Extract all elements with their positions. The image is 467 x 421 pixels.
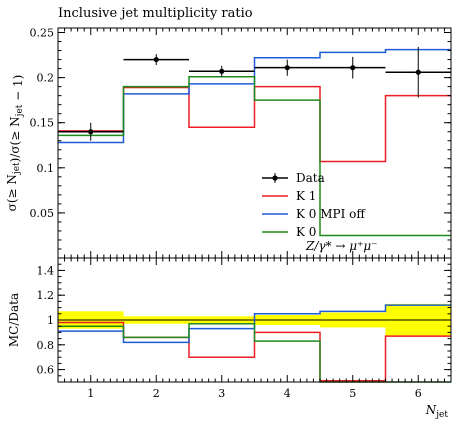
y-tick-label-4: 0.2 <box>37 72 55 85</box>
main-panel: 0.05 0.1 0.15 0.2 0.25 <box>30 27 452 259</box>
x-tick-label-1: 2 <box>153 387 160 400</box>
ratio-y-tick-label-1: 0.8 <box>37 339 55 352</box>
x-tick-label-3: 4 <box>284 387 291 400</box>
ratio-series-1 <box>58 304 451 344</box>
process-annotation: Z/γ* → μ⁺μ⁻ <box>305 239 378 253</box>
x-tick-label-2: 3 <box>218 387 225 400</box>
y-tick-label-3: 0.15 <box>30 117 55 130</box>
legend-label-0: Data <box>296 171 325 185</box>
y-tick-label-2: 0.1 <box>37 162 55 175</box>
x-tick-label-4: 5 <box>349 387 356 400</box>
chart-title: Inclusive jet multiplicity ratio <box>58 6 253 21</box>
data-point-1 <box>153 56 159 63</box>
legend-label-2: K 0 MPI off <box>296 207 366 221</box>
y-axis-label-text: σ(≥ Njet)/σ(≥ Njet − 1) <box>5 75 25 212</box>
x-axis-label: Njet <box>425 403 449 420</box>
data-point-2 <box>219 68 225 74</box>
legend: Data K 1 K 0 MPI off K 0 <box>262 171 366 239</box>
x-tick-label-5: 6 <box>415 387 422 400</box>
data-point-0 <box>88 129 94 135</box>
main-series-2 <box>58 75 451 237</box>
x-tick-label-0: 1 <box>87 387 94 400</box>
data-point-4 <box>350 65 356 71</box>
ratio-panel: 0.6 0.8 1 1.2 1.4 1 2 3 4 5 6 <box>37 28 452 400</box>
data-point-3 <box>284 65 290 71</box>
data-point-5 <box>415 69 421 75</box>
ratio-y-tick-label-0: 0.6 <box>37 364 55 377</box>
ratio-y-tick-label-2: 1 <box>47 314 54 327</box>
legend-label-1: K 1 <box>296 189 316 203</box>
y-tick-label-1: 0.05 <box>30 207 55 220</box>
x-axis-label-text: Njet <box>425 403 449 420</box>
ratio-y-tick-label-4: 1.4 <box>37 264 55 277</box>
ratio-y-tick-label-3: 1.2 <box>37 289 55 302</box>
y-tick-label-5: 0.25 <box>30 27 55 40</box>
legend-label-3: K 0 <box>296 225 316 239</box>
ratio-y-axis-label: MC/Data <box>7 293 21 347</box>
y-axis-label: σ(≥ Njet)/σ(≥ Njet − 1) <box>5 75 25 212</box>
